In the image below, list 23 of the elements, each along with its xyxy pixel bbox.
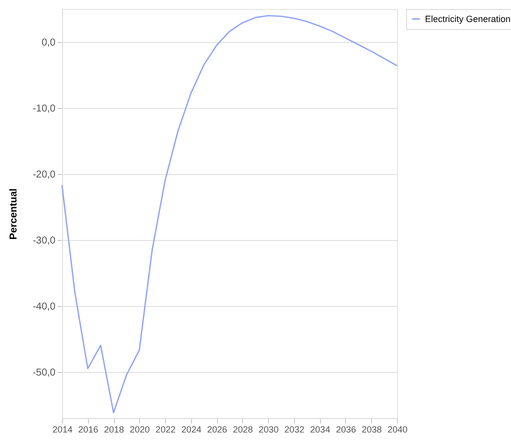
x-tick-label: 2032: [284, 424, 304, 434]
y-axis-title: Percentual: [8, 188, 20, 240]
y-tick-label: -20,0: [32, 169, 56, 180]
x-tick-label: 2016: [78, 424, 98, 434]
y-tick-label: -50,0: [32, 367, 56, 378]
x-tick-label: 2040: [387, 424, 408, 434]
x-tick-label: 2026: [207, 424, 228, 434]
x-tick-label: 2024: [181, 424, 202, 434]
line-series: [61, 14, 398, 414]
x-tick-label: 2028: [232, 424, 253, 434]
y-tick-label: -40,0: [32, 301, 56, 312]
x-tick-label: 2014: [52, 424, 73, 434]
y-tick-label: 0,0: [42, 37, 56, 48]
x-tick-label: 2022: [156, 424, 176, 434]
x-tick-label: 2034: [310, 424, 330, 434]
x-tick-label: 2020: [130, 424, 150, 434]
x-tick-label: 2036: [336, 424, 356, 434]
x-tick-label: 2038: [362, 424, 382, 434]
legend-label: Electricity Generation: [425, 14, 511, 24]
y-tick-label: -10,0: [32, 103, 56, 114]
x-tick-label: 2018: [104, 424, 124, 434]
y-tick-label: -30,0: [32, 235, 56, 246]
x-tick-label: 2030: [258, 424, 279, 434]
